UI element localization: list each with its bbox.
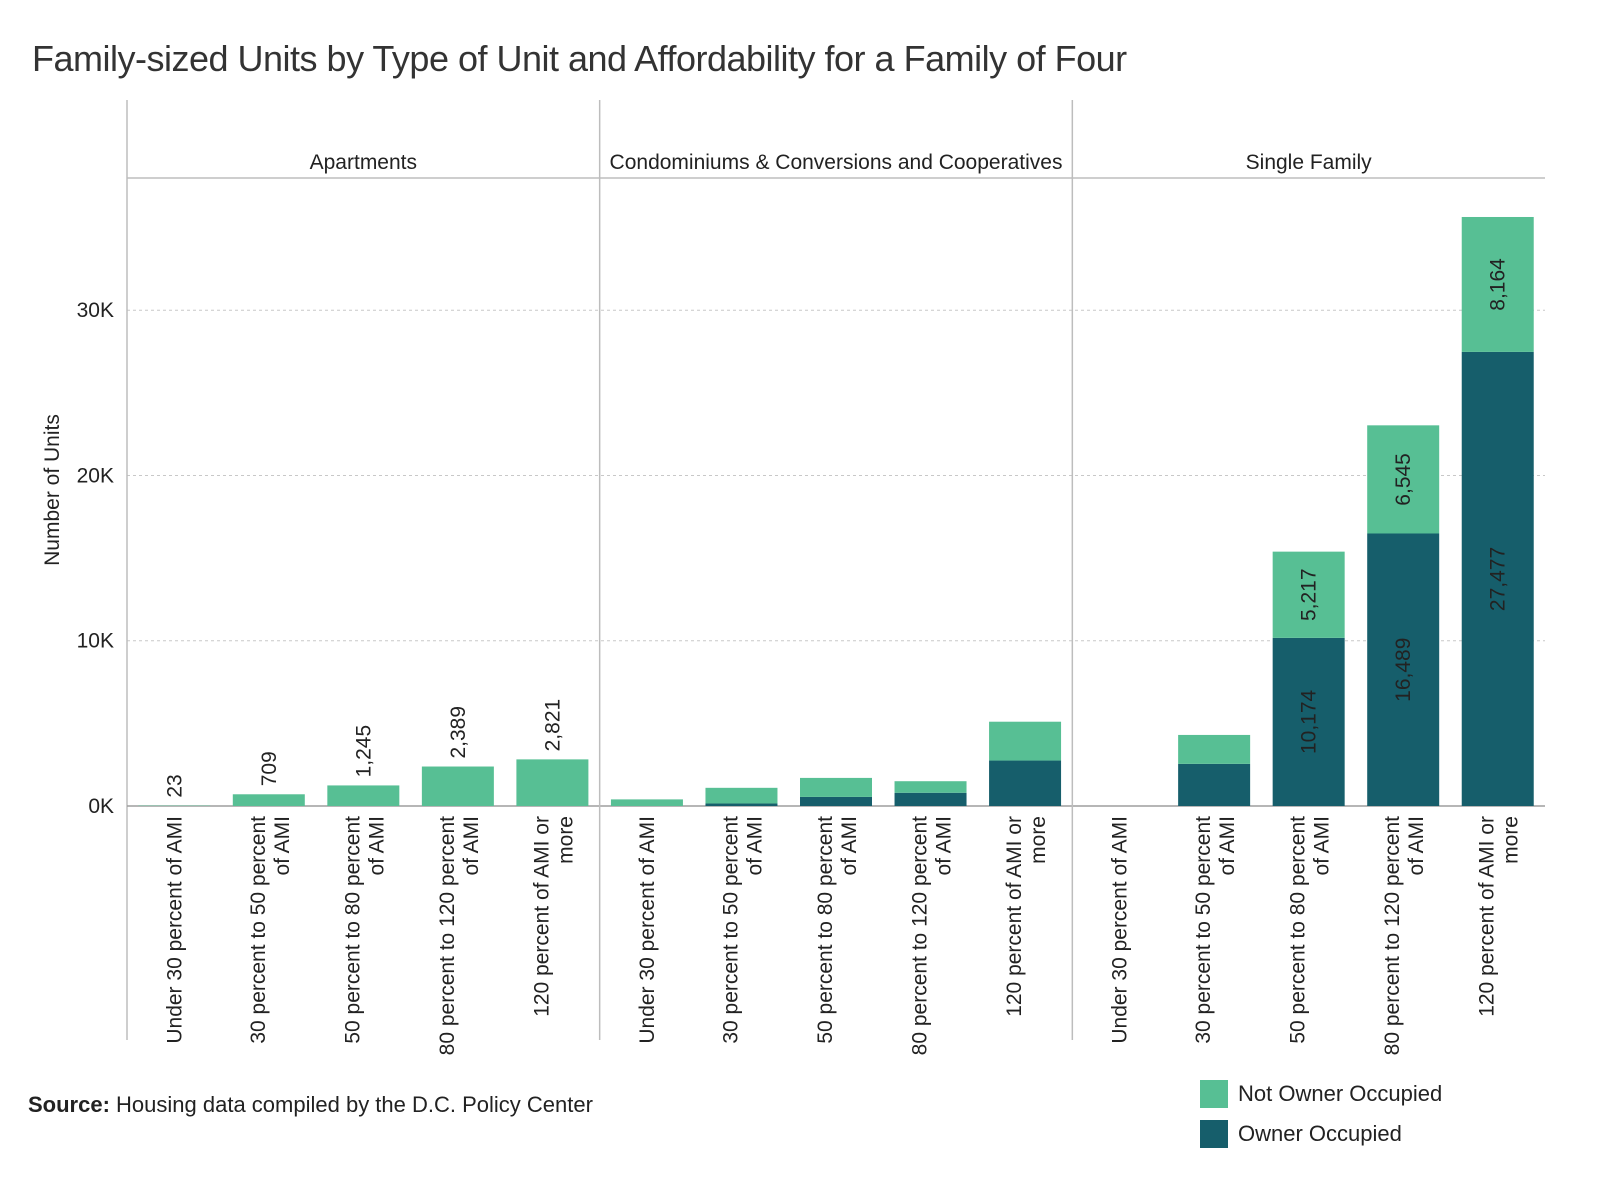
bar-owner-occupied [1272, 637, 1345, 806]
x-tick-label: 120 percent of AMI or [1476, 816, 1499, 1017]
x-tick-label: Under 30 percent of AMI [1109, 816, 1132, 1044]
x-tick-label: of AMI [1311, 816, 1334, 876]
bar-not-owner-occupied [232, 794, 305, 806]
x-tick-label: 80 percent to 120 percent [909, 816, 932, 1056]
data-label-not-owner: 23 [163, 774, 186, 797]
x-tick-label: 120 percent of AMI or [1003, 816, 1026, 1017]
x-tick-label: Under 30 percent of AMI [163, 816, 186, 1044]
bar-not-owner-occupied [1367, 425, 1440, 534]
x-tick-label: 80 percent to 120 percent [1381, 816, 1404, 1056]
x-tick-label: of AMI [1216, 816, 1239, 876]
data-label-not-owner: 709 [258, 751, 281, 786]
y-tick-label: 30K [77, 299, 114, 322]
x-tick-label: more [1500, 816, 1523, 864]
data-label-not-owner: 5,217 [1298, 568, 1321, 621]
bar-owner-occupied [989, 760, 1062, 806]
x-tick-label: 50 percent to 80 percent [814, 816, 837, 1044]
bar-not-owner-occupied [1461, 216, 1534, 352]
bar-owner-occupied [800, 796, 872, 806]
source-text: Housing data compiled by the D.C. Policy… [116, 1092, 593, 1117]
source-prefix: Source: [28, 1092, 110, 1117]
bar-not-owner-occupied [1178, 734, 1251, 764]
y-tick-label: 0K [88, 795, 114, 818]
x-tick-label: of AMI [365, 816, 388, 876]
bar-not-owner-occupied [894, 781, 967, 793]
x-tick-label: more [554, 816, 577, 864]
bar-owner-occupied [894, 792, 967, 806]
data-label-not-owner: 2,389 [447, 706, 470, 759]
x-tick-label: of AMI [460, 816, 483, 876]
legend: Not Owner Occupied Owner Occupied [1200, 1080, 1442, 1160]
data-label-not-owner: 1,245 [352, 725, 375, 778]
data-label-owner: 10,174 [1298, 689, 1321, 754]
x-tick-label: of AMI [838, 816, 861, 876]
legend-swatch-not-owner [1200, 1080, 1228, 1108]
bar-not-owner-occupied [610, 799, 683, 806]
bar-owner-occupied [705, 803, 778, 806]
bar-not-owner-occupied [421, 766, 494, 806]
bar-not-owner-occupied [1272, 551, 1345, 638]
y-axis-title: Number of Units [41, 414, 64, 566]
source-note: Source: Housing data compiled by the D.C… [28, 1092, 593, 1118]
x-tick-label: 50 percent to 80 percent [1287, 816, 1310, 1044]
x-tick-label: of AMI [933, 816, 956, 876]
x-tick-label: 50 percent to 80 percent [341, 816, 364, 1044]
y-tick-label: 20K [77, 464, 114, 487]
x-tick-label: of AMI [271, 816, 294, 876]
bar-owner-occupied [1178, 763, 1251, 806]
bar-owner-occupied [1367, 533, 1440, 806]
x-tick-label: 30 percent to 50 percent [719, 816, 742, 1044]
legend-item-not-owner: Not Owner Occupied [1200, 1080, 1442, 1108]
bar-not-owner-occupied [327, 785, 400, 806]
data-label-not-owner: 8,164 [1487, 258, 1510, 311]
legend-swatch-owner [1200, 1120, 1228, 1148]
data-label-owner: 27,477 [1487, 547, 1510, 611]
data-label-not-owner: 2,821 [541, 699, 564, 752]
x-tick-label: Under 30 percent of AMI [636, 816, 659, 1044]
legend-item-owner: Owner Occupied [1200, 1120, 1442, 1148]
x-tick-label: more [1027, 816, 1050, 864]
x-tick-label: of AMI [743, 816, 766, 876]
bar-not-owner-occupied [989, 721, 1062, 761]
chart-title: Family-sized Units by Type of Unit and A… [32, 38, 1127, 79]
panel-header: Single Family [1246, 151, 1373, 174]
legend-label-not-owner: Not Owner Occupied [1238, 1081, 1443, 1106]
x-tick-label: 80 percent to 120 percent [436, 816, 459, 1056]
data-label-not-owner: 6,545 [1392, 453, 1415, 506]
x-tick-label: 30 percent to 50 percent [247, 816, 270, 1044]
bar-not-owner-occupied [705, 787, 778, 804]
bar-owner-occupied [1461, 351, 1534, 806]
bar-not-owner-occupied [800, 777, 872, 797]
legend-label-owner: Owner Occupied [1238, 1121, 1402, 1146]
x-tick-label: 30 percent to 50 percent [1192, 816, 1215, 1044]
y-tick-label: 10K [77, 630, 114, 653]
panel-header: Condominiums & Conversions and Cooperati… [610, 151, 1063, 174]
data-label-owner: 16,489 [1392, 638, 1415, 702]
panel-header: Apartments [310, 151, 417, 174]
bar-not-owner-occupied [516, 759, 589, 806]
x-tick-label: 120 percent of AMI or [530, 816, 553, 1017]
x-tick-label: of AMI [1405, 816, 1428, 876]
